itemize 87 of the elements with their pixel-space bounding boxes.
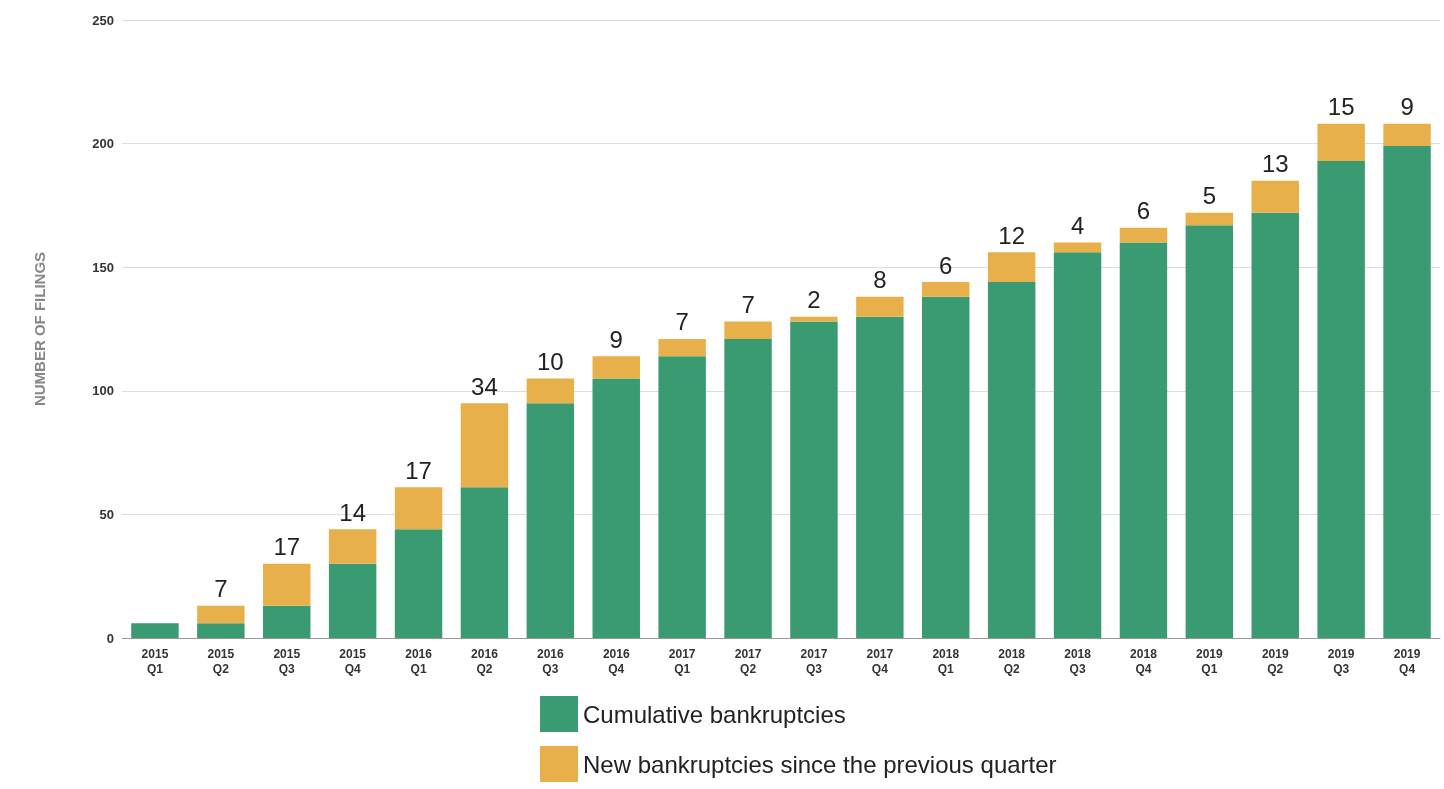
bar [394, 529, 443, 638]
bar [328, 529, 377, 564]
bar [1119, 242, 1168, 638]
bar [1317, 160, 1365, 638]
data-label: 7 [675, 308, 689, 336]
x-tick-label: 2019 Q1 [1196, 646, 1224, 676]
bar [724, 321, 772, 339]
y-tick-label: 50 [99, 506, 114, 522]
x-tick-label: 2016 Q4 [602, 646, 630, 676]
data-label: 9 [1400, 93, 1414, 121]
bar [987, 252, 1036, 283]
x-tick-label: 2015 Q3 [273, 646, 301, 676]
bar [526, 403, 575, 638]
bar [592, 356, 640, 379]
data-label: 9 [609, 325, 623, 353]
x-tick-label: 2019 Q3 [1327, 646, 1355, 676]
y-tick-label: 200 [92, 136, 114, 152]
bar [197, 623, 245, 638]
bar [526, 378, 575, 404]
bar [922, 296, 970, 638]
data-label: 34 [471, 372, 498, 400]
data-label: 17 [273, 533, 301, 561]
data-label: 15 [1327, 93, 1355, 121]
data-label: 4 [1070, 211, 1085, 239]
bar [1317, 123, 1365, 161]
y-tick-label: 0 [106, 630, 114, 646]
x-tick-label: 2019 Q4 [1393, 646, 1421, 676]
x-tick-label: 2015 Q4 [339, 646, 367, 676]
y-tick-label: 150 [92, 259, 114, 275]
bar [1383, 123, 1431, 147]
bar [263, 563, 311, 606]
x-tick-label: 2016 Q3 [537, 646, 565, 676]
bar [1251, 212, 1299, 638]
bar [592, 378, 640, 638]
bar [1185, 225, 1234, 638]
bar [328, 563, 377, 638]
legend-label: New bankruptcies since the previous quarter [583, 750, 1057, 778]
bar [1383, 146, 1431, 638]
bar [856, 296, 904, 317]
bar [460, 487, 509, 638]
bar [1119, 227, 1168, 243]
bar [394, 487, 443, 530]
x-tick-label: 2017 Q1 [668, 646, 696, 676]
data-label: 7 [741, 291, 755, 319]
bar [856, 316, 904, 638]
x-tick-label: 2017 Q3 [800, 646, 828, 676]
data-label: 12 [998, 221, 1025, 249]
x-tick-label: 2015 Q2 [207, 646, 235, 676]
bar [197, 605, 245, 624]
bar [131, 623, 179, 638]
bar [658, 356, 706, 638]
data-label: 10 [537, 347, 564, 375]
bar [460, 403, 509, 488]
bar [1053, 242, 1102, 253]
x-tick-label: 2017 Q4 [866, 646, 894, 676]
bar [987, 282, 1036, 638]
bar [658, 338, 706, 357]
data-label: 7 [214, 575, 228, 603]
y-tick-label: 250 [92, 12, 114, 28]
bar [790, 321, 838, 638]
data-label: 5 [1202, 182, 1217, 210]
bar [1251, 180, 1299, 213]
data-label: 17 [405, 456, 432, 484]
bar [1053, 252, 1102, 638]
x-tick-label: 2018 Q4 [1130, 646, 1158, 676]
bar [1185, 212, 1234, 226]
x-tick-label: 2017 Q2 [734, 646, 762, 676]
y-axis-title: NUMBER OF FILINGS [31, 251, 48, 407]
data-label: 8 [873, 266, 887, 294]
bar [724, 338, 772, 638]
y-tick-label: 100 [92, 383, 114, 399]
data-label: 2 [807, 286, 821, 314]
x-tick-label: 2019 Q2 [1261, 646, 1289, 676]
bar [922, 282, 970, 297]
data-label: 6 [939, 251, 953, 279]
x-tick-label: 2015 Q1 [141, 646, 169, 676]
x-tick-label: 2018 Q2 [998, 646, 1026, 676]
bar [790, 316, 838, 322]
x-tick-label: 2016 Q1 [405, 646, 433, 676]
x-tick-label: 2016 Q2 [471, 646, 499, 676]
data-label: 14 [339, 498, 366, 526]
legend-label: Cumulative bankruptcies [583, 700, 846, 728]
data-label: 6 [1136, 197, 1151, 225]
bar [263, 605, 311, 638]
x-tick-label: 2018 Q3 [1064, 646, 1092, 676]
data-label: 13 [1261, 150, 1289, 178]
x-tick-label: 2018 Q1 [932, 646, 960, 676]
